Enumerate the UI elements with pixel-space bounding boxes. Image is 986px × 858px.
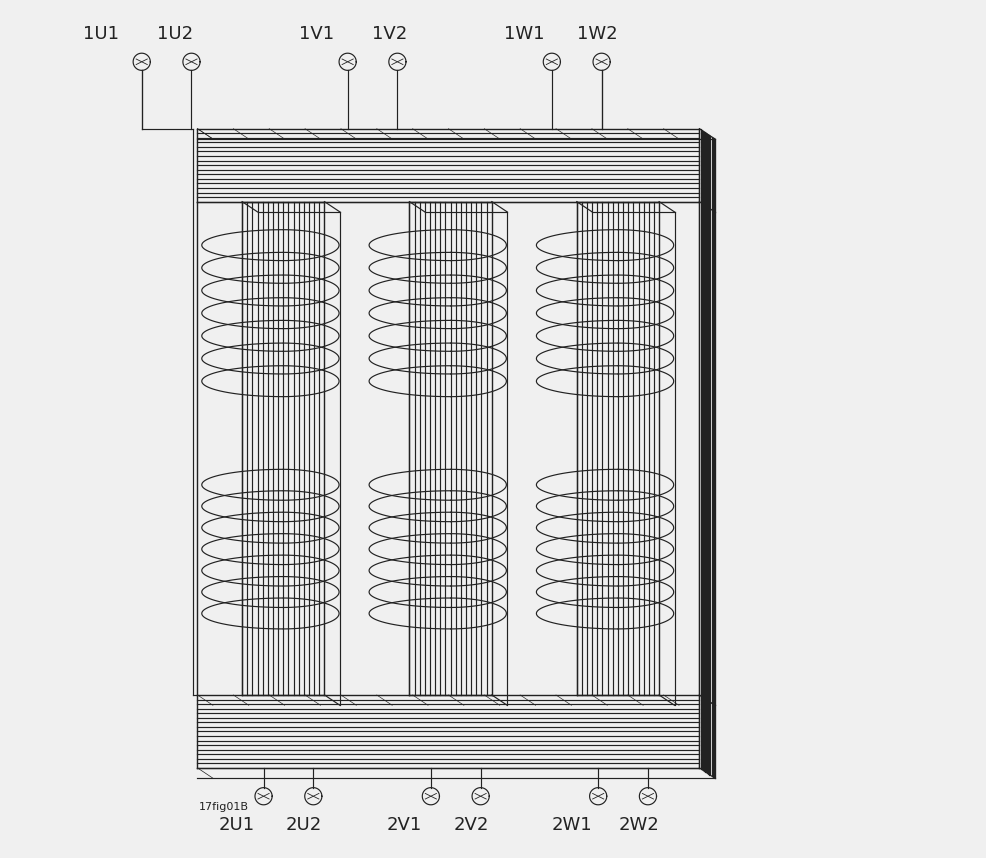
Text: 2U1: 2U1 [219,817,254,834]
Text: 1U2: 1U2 [157,26,193,43]
Text: 2U2: 2U2 [286,817,321,834]
Text: 2W1: 2W1 [551,817,592,834]
Text: 1W2: 1W2 [576,26,616,43]
Text: 2V1: 2V1 [386,817,421,834]
Text: 1U1: 1U1 [83,26,119,43]
Text: 1V1: 1V1 [299,26,333,43]
Text: 17fig01B: 17fig01B [199,801,248,812]
Text: 1V2: 1V2 [372,26,406,43]
Text: 2V2: 2V2 [453,817,488,834]
Text: 2W2: 2W2 [618,817,659,834]
Text: 1W1: 1W1 [503,26,543,43]
